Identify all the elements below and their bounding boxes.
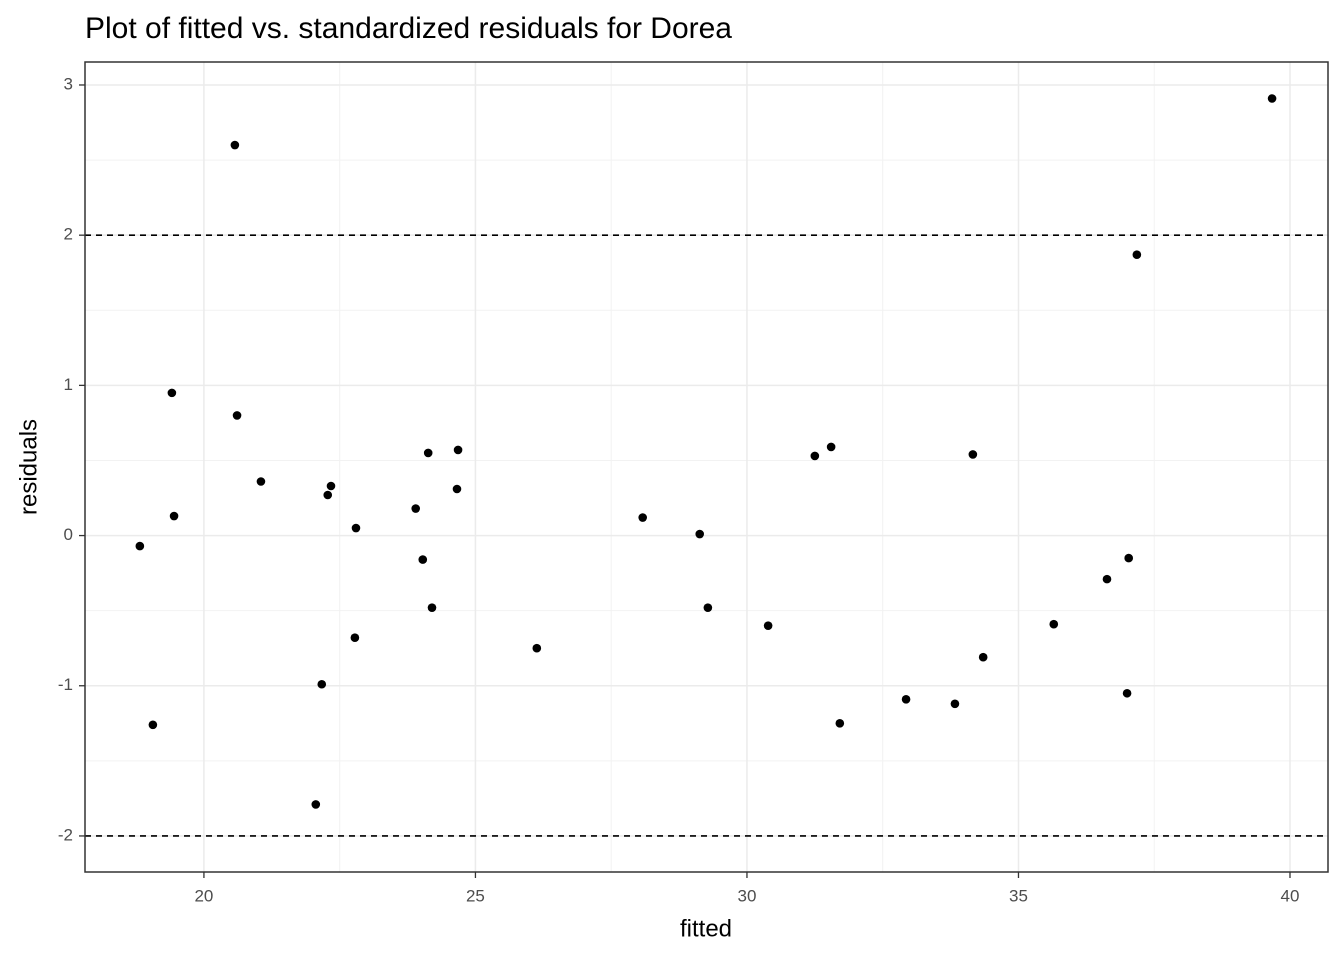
point (232, 411, 242, 420)
x-axis-label: fitted (680, 915, 732, 942)
point (423, 448, 433, 458)
point (835, 719, 845, 728)
x-tick-label: 35 (1009, 886, 1028, 905)
x-tick-label: 30 (737, 886, 756, 905)
point (1122, 688, 1132, 698)
point (1132, 250, 1142, 259)
plot-border (84, 61, 1329, 873)
x-tick-label: 20 (194, 886, 213, 905)
point (810, 451, 820, 461)
point (968, 450, 978, 459)
point (1049, 619, 1059, 629)
y-tick-label: 3 (64, 74, 73, 93)
point (950, 699, 960, 709)
plot-background (85, 62, 1328, 872)
point (256, 477, 266, 486)
point (901, 694, 911, 704)
y-tick-label: -2 (58, 825, 73, 844)
point (135, 541, 145, 551)
point (703, 603, 713, 612)
point (452, 484, 462, 494)
y-tick-label: 2 (64, 225, 73, 244)
y-tick-label: -1 (58, 675, 73, 694)
point (311, 800, 321, 809)
point (418, 555, 428, 564)
point (351, 523, 361, 533)
point (978, 652, 988, 662)
point (763, 621, 773, 630)
point (167, 388, 177, 398)
point (317, 679, 327, 689)
point (169, 511, 179, 521)
x-tick-label: 25 (466, 886, 485, 905)
y-tick-label: 1 (64, 375, 73, 394)
point (1267, 94, 1277, 103)
point (1102, 574, 1112, 584)
x-tick-label: 40 (1281, 886, 1300, 905)
chart-title: Plot of fitted vs. standardized residual… (85, 12, 732, 45)
point (411, 504, 421, 513)
point (148, 720, 158, 730)
point (1124, 553, 1134, 563)
point (453, 445, 463, 455)
y-tick-label: 0 (64, 525, 73, 544)
point (427, 603, 437, 612)
y-axis-label: residuals (15, 419, 42, 515)
point (695, 529, 705, 539)
point (230, 140, 240, 150)
point (323, 490, 333, 500)
point (350, 633, 360, 642)
point (826, 442, 836, 452)
point (638, 513, 647, 522)
point (532, 643, 542, 653)
point (326, 481, 336, 491)
